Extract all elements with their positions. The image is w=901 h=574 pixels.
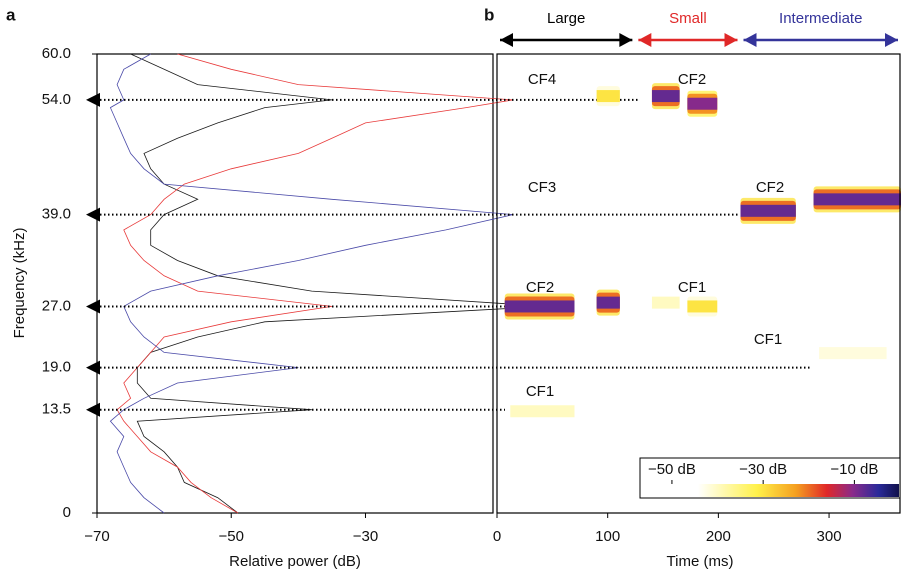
arrow-head	[638, 33, 652, 47]
y-tick-label: 39.0	[42, 206, 71, 223]
marker-arrow	[86, 92, 100, 107]
spectrum-line	[116, 53, 514, 514]
arrow-head	[885, 33, 898, 47]
marker-arrow	[86, 299, 100, 314]
spectrogram-area	[504, 83, 901, 425]
x-axis-title: Relative power (dB)	[229, 553, 361, 570]
group-label: Small	[669, 10, 707, 27]
spectrum-line	[130, 53, 547, 514]
marker-arrow	[86, 402, 100, 417]
x-tick-label: −70	[84, 528, 109, 545]
group-label: Intermediate	[779, 10, 862, 27]
segment	[596, 90, 620, 103]
component-label: CF2	[756, 179, 784, 196]
y-tick-label: 13.5	[42, 401, 71, 418]
segment	[651, 90, 680, 103]
y-axis-title: Frequency (kHz)	[11, 228, 28, 339]
arrow-head	[724, 33, 738, 47]
y-tick-label: 19.0	[42, 359, 71, 376]
colorbar-label: −10 dB	[830, 461, 878, 478]
component-label: CF2	[526, 279, 554, 296]
spectrum-line	[109, 53, 514, 514]
x-tick-label: −50	[219, 528, 244, 545]
plot-frame	[496, 53, 901, 514]
x-tick-label: 100	[595, 528, 620, 545]
y-tick-label: 54.0	[42, 91, 71, 108]
x-tick-label: 0	[493, 528, 501, 545]
segment	[687, 97, 718, 110]
segment	[504, 300, 575, 313]
segment	[740, 204, 796, 217]
component-label: CF1	[678, 279, 706, 296]
component-label: CF4	[528, 71, 556, 88]
x-tick-label: 300	[817, 528, 842, 545]
marker-arrow	[86, 207, 100, 222]
segment	[510, 405, 575, 418]
arrow-head	[500, 33, 513, 47]
x-tick-label: 200	[706, 528, 731, 545]
segment	[819, 347, 887, 360]
colorbar	[641, 484, 899, 497]
marker-arrow	[86, 360, 100, 375]
segment	[596, 296, 620, 309]
arrow-head	[743, 33, 757, 47]
component-label: CF3	[528, 179, 556, 196]
plot-frame	[96, 53, 494, 514]
component-label: CF1	[754, 331, 782, 348]
component-label: CF2	[678, 71, 706, 88]
panel-label: b	[484, 5, 494, 24]
component-label: CF1	[526, 383, 554, 400]
y-tick-label: 0	[63, 504, 71, 521]
segment	[651, 296, 680, 309]
x-axis-title: Time (ms)	[667, 553, 734, 570]
colorbar-label: −30 dB	[739, 461, 787, 478]
x-tick-label: −30	[353, 528, 378, 545]
segment	[687, 300, 718, 313]
colorbar-label: −50 dB	[648, 461, 696, 478]
y-tick-label: 27.0	[42, 297, 71, 314]
segment	[813, 193, 901, 206]
group-label: Large	[547, 10, 585, 27]
y-tick-label: 60.0	[42, 45, 71, 62]
arrow-head	[619, 33, 633, 47]
panel-label: a	[6, 5, 16, 24]
